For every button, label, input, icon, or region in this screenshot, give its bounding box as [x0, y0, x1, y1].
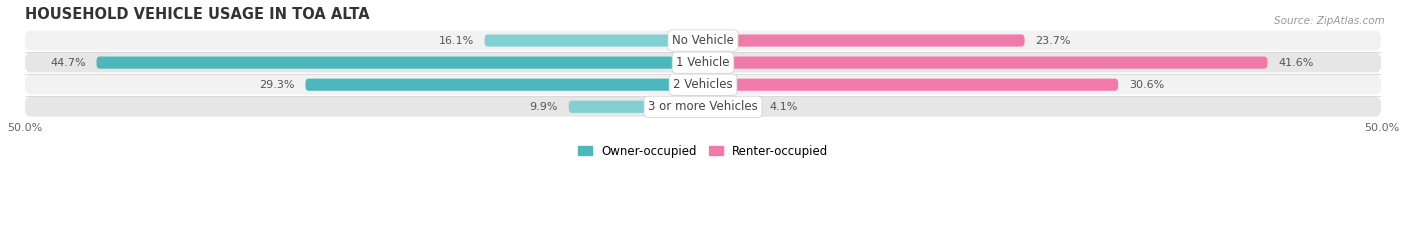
- FancyBboxPatch shape: [24, 75, 1382, 95]
- FancyBboxPatch shape: [24, 31, 1382, 51]
- FancyBboxPatch shape: [24, 53, 1382, 72]
- Text: 2 Vehicles: 2 Vehicles: [673, 78, 733, 91]
- Text: 41.6%: 41.6%: [1278, 58, 1313, 68]
- Text: 1 Vehicle: 1 Vehicle: [676, 56, 730, 69]
- Text: 23.7%: 23.7%: [1035, 35, 1071, 45]
- Text: 3 or more Vehicles: 3 or more Vehicles: [648, 100, 758, 113]
- FancyBboxPatch shape: [485, 34, 703, 47]
- Text: HOUSEHOLD VEHICLE USAGE IN TOA ALTA: HOUSEHOLD VEHICLE USAGE IN TOA ALTA: [24, 7, 370, 22]
- Text: Source: ZipAtlas.com: Source: ZipAtlas.com: [1274, 16, 1385, 26]
- Text: 44.7%: 44.7%: [51, 58, 86, 68]
- FancyBboxPatch shape: [703, 57, 1267, 69]
- FancyBboxPatch shape: [97, 57, 703, 69]
- FancyBboxPatch shape: [568, 101, 703, 113]
- Text: 4.1%: 4.1%: [769, 102, 797, 112]
- Text: No Vehicle: No Vehicle: [672, 34, 734, 47]
- FancyBboxPatch shape: [703, 34, 1025, 47]
- FancyBboxPatch shape: [703, 79, 1118, 91]
- FancyBboxPatch shape: [24, 97, 1382, 117]
- FancyBboxPatch shape: [305, 79, 703, 91]
- Legend: Owner-occupied, Renter-occupied: Owner-occupied, Renter-occupied: [572, 140, 834, 162]
- FancyBboxPatch shape: [703, 101, 759, 113]
- Text: 30.6%: 30.6%: [1129, 80, 1164, 90]
- Text: 16.1%: 16.1%: [439, 35, 474, 45]
- Text: 9.9%: 9.9%: [529, 102, 558, 112]
- Text: 29.3%: 29.3%: [259, 80, 295, 90]
